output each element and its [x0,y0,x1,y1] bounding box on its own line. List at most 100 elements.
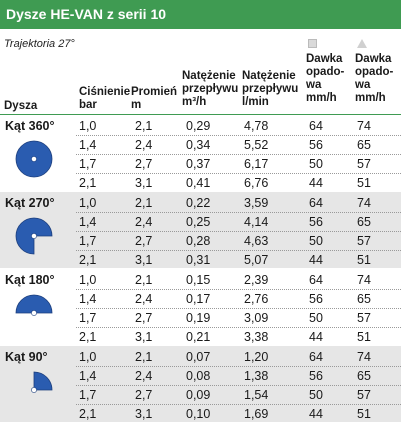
table-cell: 0,28 [186,234,211,248]
table-cell: 0,29 [186,119,211,133]
row-divider [76,385,401,386]
table-cell: 1,0 [79,273,97,287]
sector-180-icon [15,294,53,316]
table-cell: 57 [357,311,371,325]
table-title: Dysze HE-VAN z serii 10 [0,0,401,29]
table-row: 1,0 2,1 0,22 3,59 64 74 [0,194,401,213]
row-divider [76,366,401,367]
table-cell: 64 [309,119,323,133]
table-cell: 2,1 [79,407,97,421]
table-cell: 1,4 [79,215,97,229]
table-cell: 56 [309,138,323,152]
square-symbol-icon [308,39,317,48]
table-row: 2,1 3,1 0,41 6,76 44 51 [0,174,401,193]
sector-90-icon [31,371,53,393]
circle-360-icon [15,140,53,178]
table-cell: 0,15 [186,273,211,287]
table-cell: 56 [309,215,323,229]
row-divider [76,154,401,155]
table-cell: 2,39 [244,273,269,287]
table-cell: 2,4 [135,369,153,383]
table-cell: 56 [309,369,323,383]
table-cell: 44 [309,330,323,344]
table-cell: 6,17 [244,157,269,171]
table-cell: 3,1 [135,407,153,421]
table-cell: 64 [309,273,323,287]
row-divider [76,327,401,328]
table-cell: 3,1 [135,330,153,344]
table-cell: 3,1 [135,253,153,267]
table-cell: 6,76 [244,176,269,190]
table-cell: 65 [357,215,371,229]
sector-270-icon [15,217,53,255]
table-cell: 51 [357,330,371,344]
table-cell: 65 [357,292,371,306]
table-cell: 74 [357,350,371,364]
trajectory-subtitle: Trajektoria 27° [4,38,75,50]
table-cell: 44 [309,407,323,421]
table-row: 2,1 3,1 0,31 5,07 44 51 [0,251,401,270]
group-angle-label: Kąt 90° [5,350,48,364]
table-cell: 1,69 [244,407,269,421]
table-cell: 51 [357,407,371,421]
table-cell: 2,7 [135,311,153,325]
group-angle-label: Kąt 360° [5,119,55,133]
row-divider [76,250,401,251]
table-cell: 51 [357,253,371,267]
table-row: 2,1 3,1 0,21 3,38 44 51 [0,328,401,347]
table-row: 1,4 2,4 0,08 1,38 56 65 [0,367,401,386]
table-row: 1,4 2,4 0,34 5,52 56 65 [0,136,401,155]
table-cell: 74 [357,273,371,287]
table-row: 1,0 2,1 0,29 4,78 64 74 [0,117,401,136]
table-cell: 2,1 [79,253,97,267]
table-cell: 0,19 [186,311,211,325]
table-cell: 1,4 [79,138,97,152]
table-row: 1,7 2,7 0,19 3,09 50 57 [0,309,401,328]
table-cell: 2,1 [135,273,153,287]
table-cell: 64 [309,350,323,364]
table-cell: 2,76 [244,292,269,306]
table-cell: 2,1 [79,176,97,190]
table-row: 1,4 2,4 0,17 2,76 56 65 [0,290,401,309]
row-divider [76,173,401,174]
group-angle-label: Kąt 270° [5,196,55,210]
table-cell: 0,34 [186,138,211,152]
table-cell: 0,25 [186,215,211,229]
table-cell: 0,21 [186,330,211,344]
table-cell: 3,38 [244,330,269,344]
table-cell: 4,78 [244,119,269,133]
table-cell: 56 [309,292,323,306]
table-cell: 0,41 [186,176,211,190]
table-cell: 0,08 [186,369,211,383]
header-divider [0,114,401,115]
table-row: 1,4 2,4 0,25 4,14 56 65 [0,213,401,232]
group-angle-label: Kąt 180° [5,273,55,287]
table-cell: 2,4 [135,138,153,152]
table-cell: 44 [309,253,323,267]
table-cell: 1,4 [79,292,97,306]
table-cell: 1,0 [79,196,97,210]
table-cell: 2,4 [135,215,153,229]
nozzle-group: Kąt 90° 1,0 2,1 0,07 1,20 64 74 1,4 2,4 0,08 1,38 5… [0,346,401,422]
nozzle-group: Kąt 270° 1,0 2,1 0,22 3,59 64 74 1,4 2,4 0,25 4,14… [0,192,401,268]
table-cell: 50 [309,234,323,248]
table-cell: 4,63 [244,234,269,248]
table-cell: 2,1 [79,330,97,344]
header-radius: Promień m [131,86,178,111]
table-cell: 74 [357,119,371,133]
table-cell: 3,1 [135,176,153,190]
table-cell: 1,0 [79,119,97,133]
table-cell: 1,7 [79,234,97,248]
table-cell: 3,09 [244,311,269,325]
table-cell: 0,22 [186,196,211,210]
table-cell: 50 [309,388,323,402]
table-row: 1,0 2,1 0,07 1,20 64 74 [0,348,401,367]
table-cell: 0,17 [186,292,211,306]
table-cell: 0,37 [186,157,211,171]
header-nozzle: Dysza [4,100,38,112]
table-cell: 2,7 [135,388,153,402]
triangle-symbol-icon [357,39,367,48]
row-divider [76,289,401,290]
table-cell: 1,0 [79,350,97,364]
table-row: 1,7 2,7 0,09 1,54 50 57 [0,386,401,405]
